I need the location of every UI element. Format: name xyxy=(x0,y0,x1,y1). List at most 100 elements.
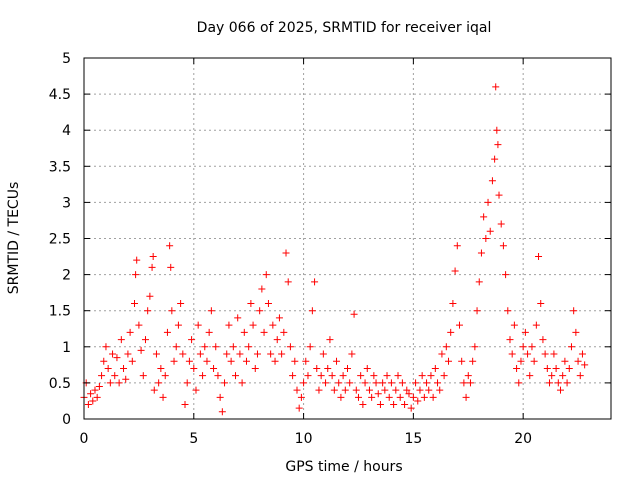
data-point xyxy=(354,393,362,401)
data-point xyxy=(128,357,136,365)
data-point xyxy=(502,271,510,279)
data-point xyxy=(572,328,580,336)
data-point xyxy=(205,328,213,336)
data-point xyxy=(570,307,578,315)
data-point xyxy=(157,364,165,372)
data-point xyxy=(546,379,554,387)
data-point xyxy=(370,372,378,380)
data-point xyxy=(229,343,237,351)
data-point xyxy=(412,379,420,387)
data-point xyxy=(161,372,169,380)
grid xyxy=(84,58,611,419)
data-point xyxy=(223,350,231,358)
data-point xyxy=(359,401,367,409)
data-point xyxy=(319,350,327,358)
data-point xyxy=(212,343,220,351)
data-point xyxy=(149,253,157,261)
data-point xyxy=(232,372,240,380)
y-tick-label: 0 xyxy=(62,412,71,428)
data-point xyxy=(109,350,117,358)
data-point xyxy=(242,357,250,365)
data-point xyxy=(260,328,268,336)
data-point xyxy=(341,386,349,394)
data-point xyxy=(394,372,402,380)
data-point xyxy=(348,350,356,358)
data-point xyxy=(492,83,500,91)
data-point xyxy=(117,336,125,344)
data-point xyxy=(506,336,514,344)
data-point xyxy=(372,379,380,387)
data-point xyxy=(563,379,571,387)
y-tick-label: 1.5 xyxy=(49,304,71,320)
data-point xyxy=(313,364,321,372)
data-point xyxy=(234,314,242,322)
data-point xyxy=(132,271,140,279)
data-point xyxy=(477,249,485,257)
data-point xyxy=(163,328,171,336)
data-point xyxy=(275,314,283,322)
data-point xyxy=(488,177,496,185)
data-point xyxy=(251,364,259,372)
data-point xyxy=(238,379,246,387)
data-point xyxy=(442,343,450,351)
data-point xyxy=(409,393,417,401)
data-point xyxy=(324,364,332,372)
data-point xyxy=(550,350,558,358)
data-point xyxy=(361,379,369,387)
data-point xyxy=(423,379,431,387)
data-point xyxy=(462,393,470,401)
data-point xyxy=(528,343,536,351)
data-point xyxy=(221,379,229,387)
data-point xyxy=(524,350,532,358)
data-point xyxy=(98,372,106,380)
data-point xyxy=(271,357,279,365)
data-point xyxy=(576,372,584,380)
data-point xyxy=(214,372,222,380)
data-point xyxy=(482,235,490,242)
data-point xyxy=(170,357,178,365)
data-point xyxy=(188,336,196,344)
data-point xyxy=(521,328,529,336)
data-point xyxy=(159,393,167,401)
data-point xyxy=(177,299,185,307)
data-point xyxy=(513,364,521,372)
data-point xyxy=(438,350,446,358)
data-point xyxy=(405,390,413,398)
data-point xyxy=(269,321,277,329)
data-point xyxy=(473,307,481,315)
data-point xyxy=(425,386,433,394)
data-point xyxy=(111,372,119,380)
data-point xyxy=(89,397,97,405)
y-tick-label: 2.5 xyxy=(49,232,71,248)
data-points xyxy=(80,83,589,416)
data-point xyxy=(236,350,244,358)
data-point xyxy=(515,379,523,387)
data-point xyxy=(344,364,351,372)
data-point xyxy=(427,372,435,380)
data-point xyxy=(258,285,266,293)
data-point xyxy=(335,379,343,387)
data-point xyxy=(387,379,395,387)
data-point xyxy=(491,155,499,163)
data-point xyxy=(304,372,312,380)
data-point xyxy=(144,307,152,315)
data-point xyxy=(401,401,409,409)
y-tick-label: 1 xyxy=(62,340,71,356)
data-point xyxy=(420,393,428,401)
data-point xyxy=(381,386,389,394)
data-point xyxy=(295,404,303,412)
data-point xyxy=(141,336,149,344)
data-point xyxy=(548,372,556,380)
data-point xyxy=(431,364,439,372)
data-point xyxy=(87,390,95,398)
data-point xyxy=(152,350,160,358)
data-point xyxy=(484,198,492,206)
data-point xyxy=(537,299,545,307)
data-point xyxy=(311,278,319,286)
data-point xyxy=(240,328,248,336)
data-point xyxy=(196,350,204,358)
data-point xyxy=(126,328,134,336)
data-point xyxy=(172,343,180,351)
data-point xyxy=(278,350,286,358)
data-point xyxy=(300,379,308,387)
